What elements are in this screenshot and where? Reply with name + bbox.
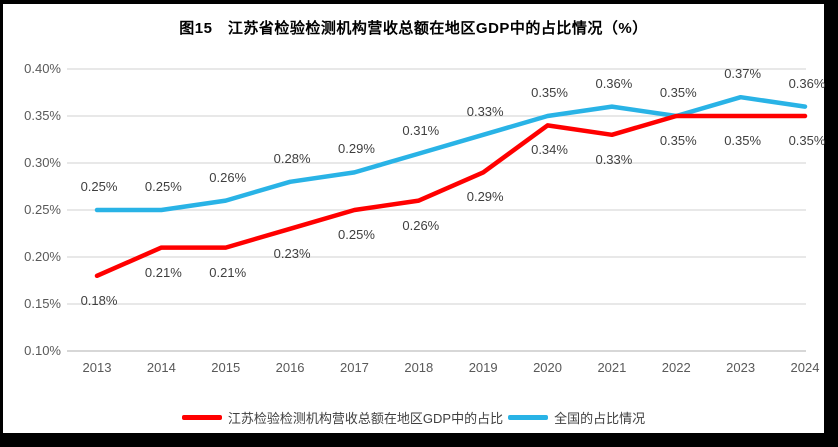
data-label: 0.26% [209,169,247,185]
data-label: 0.35% [659,85,697,100]
data-label: 0.34% [531,142,568,158]
x-tick-label: 2020 [533,360,562,375]
x-tick-label: 2022 [661,360,691,375]
data-label: 0.36% [595,75,633,91]
data-label: 0.18% [80,292,118,308]
data-label: 0.28% [273,150,311,166]
x-tick-label: 2015 [211,360,241,375]
legend-swatch-icon [181,414,222,420]
y-tick-label: 0.25% [24,202,61,217]
data-label: 0.35% [788,133,826,148]
legend-item: 江苏检验检测机构营收总额在地区GDP中的占比 [181,408,504,427]
legend-swatch-icon [508,414,549,420]
legend: 江苏检验检测机构营收总额在地区GDP中的占比 全国的占比情况 [3,405,824,429]
x-tick-label: 2016 [275,360,305,375]
x-tick-label: 2024 [790,360,820,375]
x-tick-label: 2021 [597,360,627,375]
data-label: 0.29% [338,141,375,157]
data-label: 0.29% [466,189,504,205]
data-label: 0.35% [659,133,697,148]
data-label: 0.26% [402,217,440,233]
legend-label: 江苏检验检测机构营收总额在地区GDP中的占比 [227,410,504,426]
x-tick-label: 2017 [339,360,369,375]
y-tick-label: 0.30% [24,155,61,170]
data-label: 0.36% [788,75,826,91]
y-tick-label: 0.40% [24,61,61,76]
data-label: 0.33% [466,103,504,119]
data-label: 0.31% [402,122,440,138]
y-tick-label: 0.35% [24,108,61,123]
data-label: 0.21% [209,264,247,280]
x-tick-label: 2023 [726,360,756,375]
data-label: 0.33% [595,151,633,167]
plot-svg [67,68,808,352]
legend-label: 全国的占比情况 [554,410,646,426]
y-tick-label: 0.10% [24,343,61,358]
data-label: 0.35% [531,85,568,100]
data-label: 0.25% [338,227,375,242]
x-tick-label: 2018 [404,360,434,375]
y-tick-label: 0.15% [24,296,61,311]
x-tick-label: 2014 [146,360,176,375]
data-label: 0.23% [273,245,311,261]
data-label: 0.25% [144,179,182,194]
data-label: 0.35% [724,133,762,148]
chart-canvas: 图15 江苏省检验检测机构营收总额在地区GDP中的占比情况（%） 0.40% 0.… [3,4,825,433]
chart-title: 图15 江苏省检验检测机构营收总额在地区GDP中的占比情况（%） [179,20,648,37]
legend-item: 全国的占比情况 [508,408,645,427]
x-tick-label: 2013 [82,360,112,375]
series-line-0 [94,94,808,213]
data-label: 0.21% [144,264,182,280]
series-line-1 [94,113,808,279]
data-label: 0.25% [80,179,118,194]
y-tick-label: 0.20% [24,249,61,264]
x-tick-label: 2019 [468,360,498,375]
data-label: 0.37% [724,66,762,82]
